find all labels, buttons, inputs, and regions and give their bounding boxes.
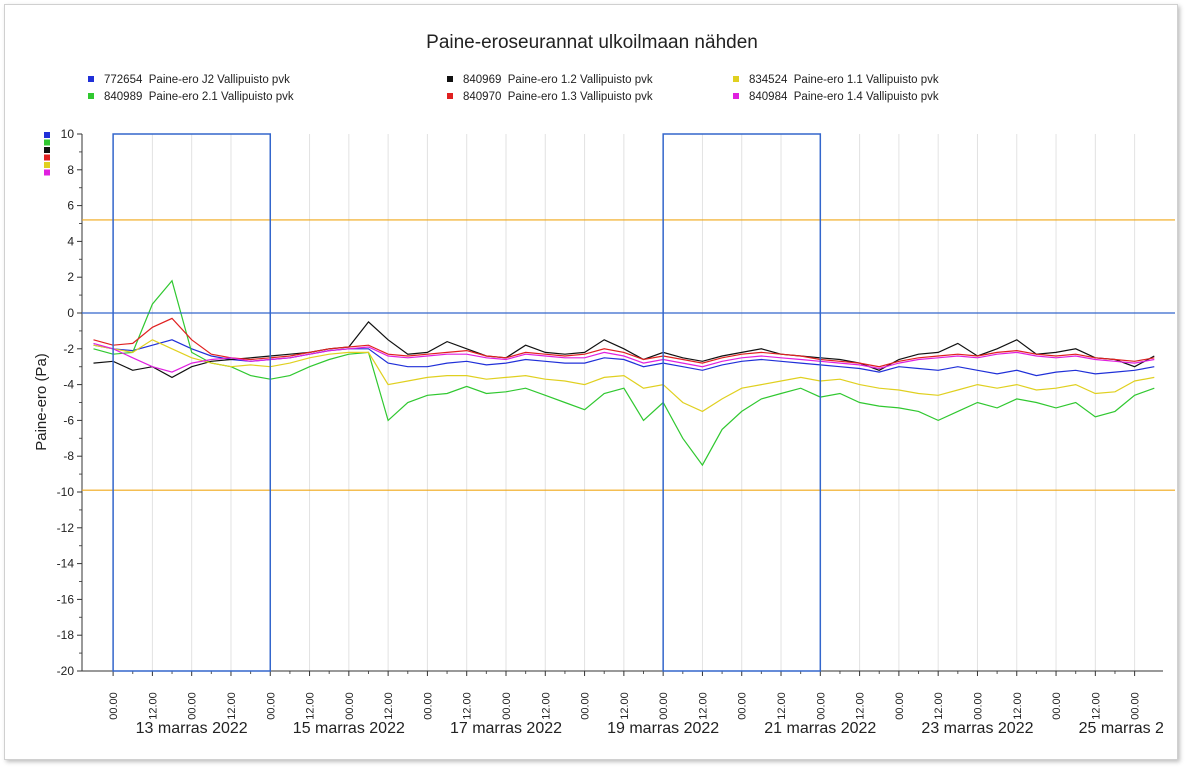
legend-label: 834524 Paine-ero 1.1 Vallipuisto pvk bbox=[749, 74, 939, 86]
x-tick-label: 12.00 bbox=[1090, 692, 1102, 720]
y-tick-label: -4 bbox=[63, 378, 74, 392]
x-tick-label: 00.00 bbox=[187, 692, 199, 720]
y-tick-label: -6 bbox=[63, 413, 74, 427]
x-tick-label: 00.00 bbox=[1051, 692, 1063, 720]
legend-label: 840984 Paine-ero 1.4 Vallipuisto pvk bbox=[749, 91, 939, 103]
date-label: 15 marras 2022 bbox=[293, 720, 405, 737]
highlight-box bbox=[662, 133, 822, 672]
x-tick-label: 12.00 bbox=[462, 692, 474, 720]
chart-title: Paine-eroseurannat ulkoilmaan nähden bbox=[426, 32, 758, 53]
date-label: 21 marras 2022 bbox=[764, 720, 876, 737]
legend-swatch bbox=[447, 93, 453, 99]
axis-series-marker bbox=[44, 169, 50, 176]
x-tick-label: 00.00 bbox=[1130, 692, 1142, 720]
x-tick-label: 12.00 bbox=[619, 692, 631, 720]
legend-label: 840969 Paine-ero 1.2 Vallipuisto pvk bbox=[463, 74, 653, 86]
legend-swatch bbox=[733, 76, 739, 82]
x-tick-label: 12.00 bbox=[383, 692, 395, 720]
y-tick-label: -12 bbox=[57, 521, 75, 535]
x-tick-label: 00.00 bbox=[108, 692, 120, 720]
highlight-box bbox=[112, 133, 272, 672]
y-tick-label: 6 bbox=[67, 199, 74, 213]
date-label: 17 marras 2022 bbox=[450, 720, 562, 737]
x-tick-label: 00.00 bbox=[658, 692, 670, 720]
x-tick-label: 12.00 bbox=[1012, 692, 1024, 720]
y-axis-label: Paine-ero (Pa) bbox=[33, 353, 50, 451]
x-tick-label: 00.00 bbox=[501, 692, 513, 720]
x-tick-label: 00.00 bbox=[815, 692, 827, 720]
axis-series-marker bbox=[44, 154, 50, 161]
x-tick-label: 00.00 bbox=[265, 692, 277, 720]
x-tick-label: 12.00 bbox=[305, 692, 317, 720]
x-tick-label: 00.00 bbox=[344, 692, 356, 720]
y-tick-label: -16 bbox=[57, 592, 75, 606]
x-tick-label: 00.00 bbox=[422, 692, 434, 720]
y-tick-label: -8 bbox=[63, 449, 74, 463]
y-tick-label: -18 bbox=[57, 628, 75, 642]
legend-swatch bbox=[88, 76, 94, 82]
x-tick-label: 00.00 bbox=[972, 692, 984, 720]
legend-swatch bbox=[88, 93, 94, 99]
x-tick-label: 12.00 bbox=[697, 692, 709, 720]
y-tick-label: -2 bbox=[63, 342, 74, 356]
y-tick-label: 8 bbox=[67, 163, 74, 177]
x-tick-label: 12.00 bbox=[776, 692, 788, 720]
y-tick-label: -14 bbox=[57, 557, 75, 571]
x-tick-label: 00.00 bbox=[894, 692, 906, 720]
y-tick-label: 2 bbox=[67, 270, 74, 284]
legend-label: 772654 Paine-ero J2 Vallipuisto pvk bbox=[104, 74, 290, 86]
x-tick-label: 00.00 bbox=[580, 692, 592, 720]
y-tick-label: 0 bbox=[67, 306, 74, 320]
legend-swatch bbox=[447, 76, 453, 82]
x-tick-label: 12.00 bbox=[147, 692, 159, 720]
date-label: 25 marras 2022 bbox=[1079, 720, 1185, 737]
axis-series-marker bbox=[44, 147, 50, 153]
y-tick-label: -20 bbox=[57, 664, 75, 678]
axis-series-marker bbox=[44, 162, 50, 168]
y-tick-label: 10 bbox=[61, 127, 75, 141]
legend-label: 840989 Paine-ero 2.1 Vallipuisto pvk bbox=[104, 91, 294, 103]
x-tick-label: 12.00 bbox=[540, 692, 552, 720]
x-tick-label: 12.00 bbox=[226, 692, 238, 720]
y-tick-label: 4 bbox=[67, 234, 74, 248]
date-label: 23 marras 2022 bbox=[921, 720, 1033, 737]
legend-swatch bbox=[733, 93, 739, 99]
x-tick-label: 12.00 bbox=[855, 692, 867, 720]
axis-series-marker bbox=[44, 132, 50, 138]
date-label: 19 marras 2022 bbox=[607, 720, 719, 737]
x-tick-label: 00.00 bbox=[737, 692, 749, 720]
axis-series-marker bbox=[44, 139, 50, 146]
date-label: 13 marras 2022 bbox=[136, 720, 248, 737]
y-tick-label: -10 bbox=[57, 485, 75, 499]
legend-label: 840970 Paine-ero 1.3 Vallipuisto pvk bbox=[463, 91, 653, 103]
x-tick-label: 12.00 bbox=[933, 692, 945, 720]
